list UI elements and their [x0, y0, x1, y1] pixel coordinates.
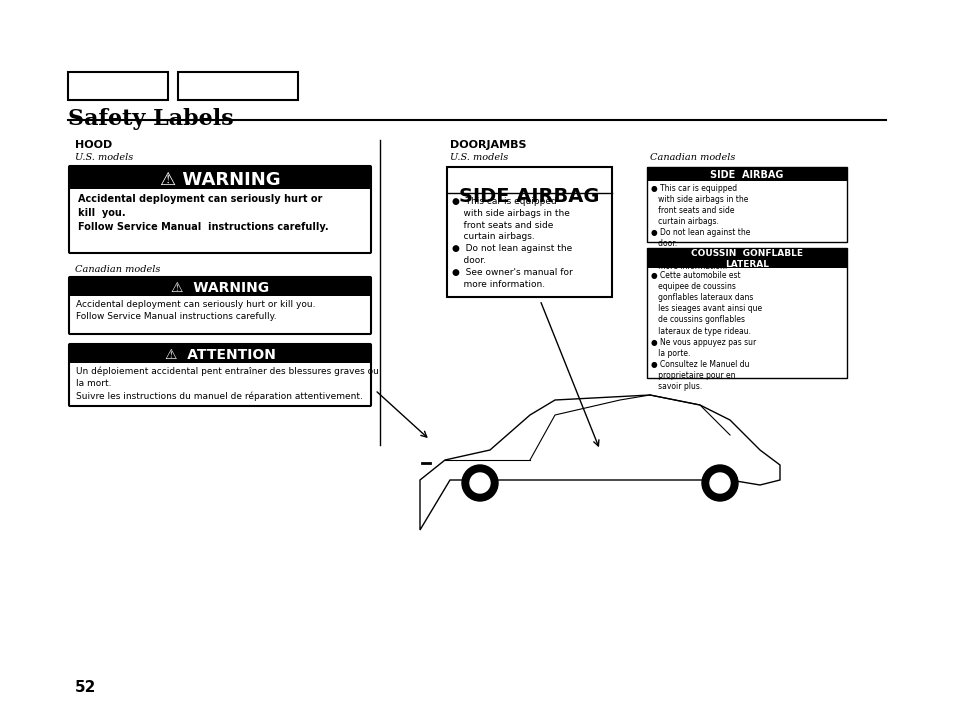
Bar: [70, 167, 370, 189]
Bar: [178, 72, 297, 100]
Text: HOOD: HOOD: [75, 140, 112, 150]
Text: Accidental deployment can seriously hurt or
kill  you.
Follow Service Manual  in: Accidental deployment can seriously hurt…: [78, 194, 328, 232]
Bar: [646, 248, 846, 378]
Circle shape: [709, 473, 729, 493]
Text: U.S. models: U.S. models: [450, 153, 508, 162]
FancyBboxPatch shape: [69, 166, 371, 253]
Text: Accidental deployment can seriously hurt or kill you.
Follow Service Manual inst: Accidental deployment can seriously hurt…: [76, 300, 315, 321]
Text: ⚠  ATTENTION: ⚠ ATTENTION: [164, 348, 275, 362]
Text: ⚠  WARNING: ⚠ WARNING: [171, 281, 269, 295]
Text: DOORJAMBS: DOORJAMBS: [450, 140, 526, 150]
Text: 52: 52: [75, 680, 96, 695]
Text: ● This car is equipped
   with side airbags in the
   front seats and side
   cu: ● This car is equipped with side airbags…: [650, 184, 750, 271]
Text: ● Cette automobile est
   equipee de coussins
   gonflables lateraux dans
   les: ● Cette automobile est equipee de coussi…: [650, 271, 761, 391]
Text: Canadian models: Canadian models: [649, 153, 735, 162]
Bar: [646, 167, 846, 242]
Text: COUSSIN  GONFLABLE
LATERAL: COUSSIN GONFLABLE LATERAL: [690, 249, 802, 268]
Text: SIDE  AIRBAG: SIDE AIRBAG: [710, 170, 782, 180]
FancyBboxPatch shape: [69, 344, 371, 406]
Text: Safety Labels: Safety Labels: [68, 108, 233, 130]
FancyBboxPatch shape: [69, 277, 371, 334]
Bar: [447, 167, 612, 297]
Circle shape: [461, 465, 497, 501]
Text: Canadian models: Canadian models: [75, 265, 160, 274]
Circle shape: [470, 473, 490, 493]
Text: ⚠ WARNING: ⚠ WARNING: [159, 171, 280, 189]
Text: ●  This car is equipped
    with side airbags in the
    front seats and side
  : ● This car is equipped with side airbags…: [452, 197, 572, 288]
Bar: [70, 278, 370, 296]
Bar: [68, 72, 168, 100]
Text: SIDE AIRBAG: SIDE AIRBAG: [458, 187, 599, 206]
Text: U.S. models: U.S. models: [75, 153, 133, 162]
PathPatch shape: [419, 395, 780, 530]
Text: Un déploiement accidental pent entraîner des blessures graves ou
la mort.
Suivre: Un déploiement accidental pent entraîner…: [76, 367, 378, 401]
Circle shape: [701, 465, 738, 501]
Bar: [646, 248, 846, 268]
Bar: [646, 167, 846, 181]
Bar: [70, 345, 370, 363]
